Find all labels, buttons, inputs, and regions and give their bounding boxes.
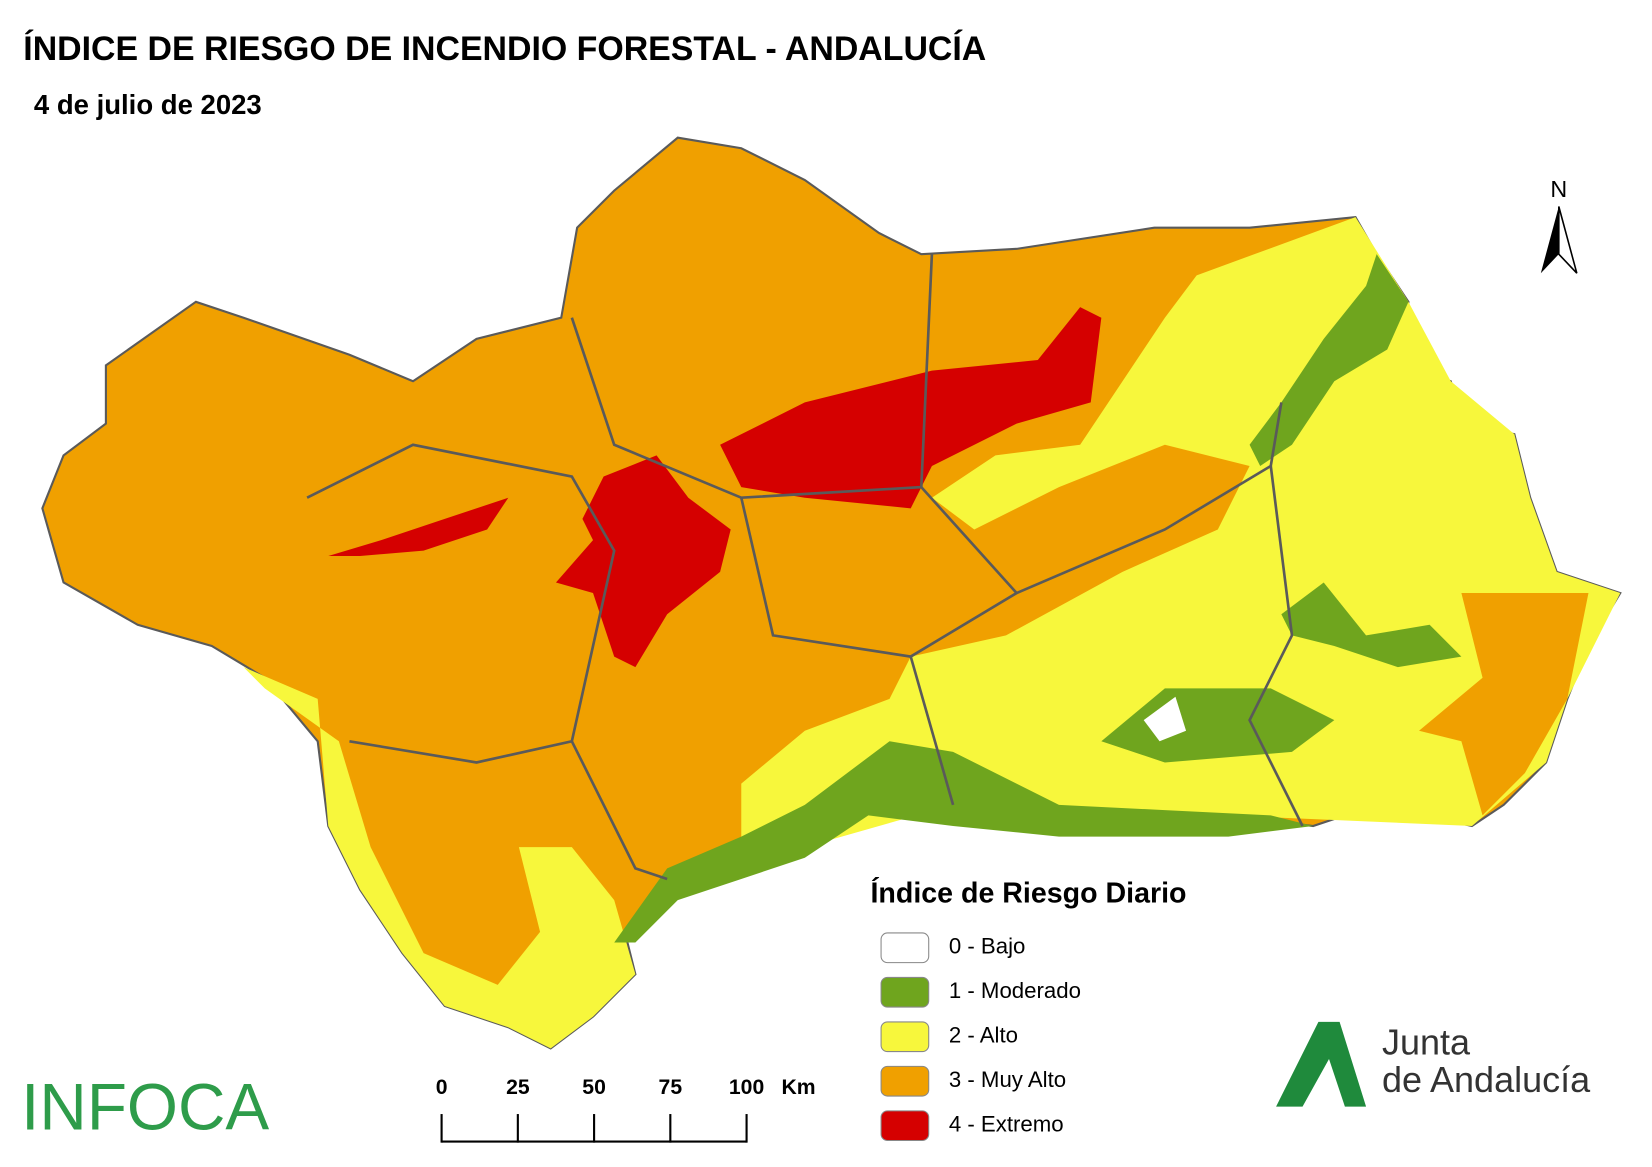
north-arrow: N [1540,176,1578,274]
legend: Índice de Riesgo Diario 0 - Bajo 1 - Mode… [870,875,1187,1142]
scale-tick-label: 100 [729,1076,764,1099]
scale-unit: Km [782,1076,816,1099]
region-alto [741,217,1621,858]
province-border [570,740,668,881]
region-alto [243,667,636,1049]
region-muy-alto [1419,593,1589,816]
province-border [909,656,955,806]
scale-tick-label: 75 [659,1076,683,1099]
north-arrow-left [1540,206,1559,274]
legend-swatch [880,1110,930,1142]
title: ÍNDICE DE RIESGO DE INCENDIO FORESTAL - … [23,30,986,68]
region-moderado [1249,254,1409,466]
scale-tick-label: 50 [582,1076,606,1099]
north-arrow-right [1558,206,1578,274]
north-label: N [1550,176,1567,202]
legend-swatch [880,1021,930,1053]
legend-label: 4 - Extremo [949,1112,1064,1137]
junta-logo-line2: de Andalucía [1382,1059,1591,1100]
scale-bar: 0 25 50 75 100 Km [436,1076,816,1143]
scale-tick-label: 0 [436,1076,448,1099]
scale-tick-label: 25 [506,1076,530,1099]
legend-swatch [880,976,930,1008]
legend-swatch [880,932,930,964]
junta-logo: Junta de Andalucía [1276,1022,1591,1107]
region-moderado [1101,688,1335,763]
infoca-logo: INFOCA [21,1070,269,1143]
region-map [41,136,1622,1050]
legend-swatch [880,1065,930,1097]
province-border [306,443,616,764]
legend-label: 3 - Muy Alto [949,1067,1066,1092]
region-moderado [1281,582,1462,668]
region-moderado [614,741,1314,943]
legend-title: Índice de Riesgo Diario [870,875,1186,909]
legend-label: 1 - Moderado [949,978,1081,1003]
province-border [920,402,1283,595]
region-extremo [328,497,509,556]
junta-logo-line1: Junta [1382,1022,1471,1063]
junta-logo-mark [1276,1021,1367,1107]
region-extremo [555,455,731,668]
region-bajo [1143,696,1187,742]
legend-label: 0 - Bajo [949,934,1026,959]
province-border [1248,465,1304,827]
province-border [739,497,1018,658]
subtitle: 4 de julio de 2023 [34,89,262,120]
region-extremo [720,307,1102,509]
legend-label: 2 - Alto [949,1023,1018,1048]
